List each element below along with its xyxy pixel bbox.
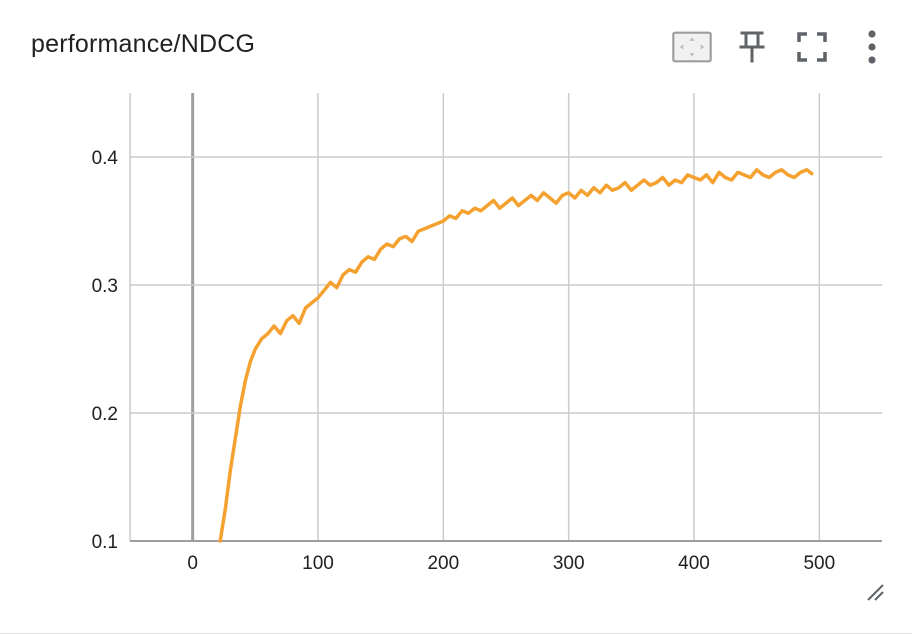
series-line[interactable] [218,168,814,543]
x-tick-label: 300 [553,553,585,574]
y-tick-label: 0.1 [92,532,118,553]
card-toolbar [652,26,892,68]
x-tick-label: 0 [187,553,198,574]
fit-domain-icon [672,31,712,63]
x-tick-label: 400 [678,553,710,574]
fullscreen-icon [797,32,827,62]
pin-icon [739,31,765,63]
more-options-button[interactable] [852,27,892,67]
resize-handle-icon[interactable] [866,583,884,601]
y-tick-label: 0.4 [92,148,119,169]
x-tick-label: 100 [302,553,334,574]
fit-domain-button[interactable] [672,27,712,67]
more-vert-icon [868,30,876,64]
fullscreen-button[interactable] [792,27,832,67]
y-tick-label: 0.2 [92,404,118,425]
y-tick-label: 0.3 [92,276,118,297]
x-tick-label: 200 [427,553,459,574]
x-tick-label: 500 [803,553,835,574]
pin-button[interactable] [732,27,772,67]
card-title: performance/NDCG [31,30,256,58]
